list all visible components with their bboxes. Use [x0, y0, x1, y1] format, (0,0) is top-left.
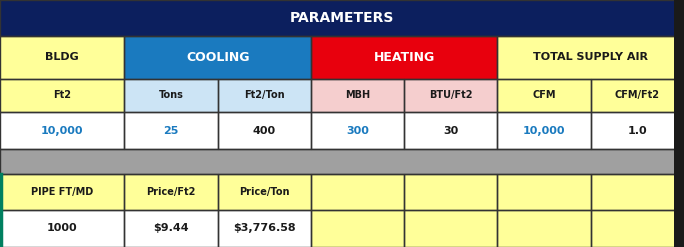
- Bar: [404, 174, 497, 210]
- Bar: [311, 210, 404, 247]
- Bar: [404, 79, 497, 112]
- Text: PIPE FT/MD: PIPE FT/MD: [31, 187, 93, 197]
- Bar: [591, 174, 684, 210]
- Bar: [0, 210, 124, 247]
- Text: 300: 300: [346, 126, 369, 136]
- Bar: [124, 79, 218, 112]
- Text: CFM: CFM: [532, 90, 556, 101]
- Bar: [591, 174, 684, 210]
- Text: CFM/Ft2: CFM/Ft2: [615, 90, 660, 101]
- Bar: [311, 79, 404, 112]
- Bar: [497, 112, 591, 149]
- Bar: [124, 210, 218, 247]
- Text: 1000: 1000: [47, 224, 77, 233]
- Bar: [0, 36, 124, 79]
- Bar: [0, 149, 684, 174]
- Bar: [591, 79, 684, 112]
- Bar: [0, 112, 124, 149]
- Bar: [124, 210, 218, 247]
- Bar: [0, 36, 124, 79]
- Text: MBH: MBH: [345, 90, 370, 101]
- Bar: [0, 0, 684, 36]
- Bar: [124, 79, 218, 112]
- Text: Price/Ton: Price/Ton: [239, 187, 289, 197]
- Text: TOTAL SUPPLY AIR: TOTAL SUPPLY AIR: [534, 52, 648, 62]
- Bar: [404, 210, 497, 247]
- Bar: [404, 112, 497, 149]
- Bar: [497, 112, 591, 149]
- Bar: [124, 36, 311, 79]
- Text: Price/Ft2: Price/Ft2: [146, 187, 196, 197]
- Bar: [311, 36, 497, 79]
- Text: 10,000: 10,000: [523, 126, 566, 136]
- Text: 400: 400: [252, 126, 276, 136]
- Bar: [497, 79, 591, 112]
- Bar: [311, 210, 404, 247]
- Bar: [591, 210, 684, 247]
- Text: BTU/Ft2: BTU/Ft2: [429, 90, 473, 101]
- Bar: [497, 36, 684, 79]
- Bar: [674, 0, 684, 247]
- Bar: [218, 174, 311, 210]
- Bar: [497, 79, 591, 112]
- Bar: [124, 36, 311, 79]
- Bar: [591, 112, 684, 149]
- Text: 25: 25: [163, 126, 179, 136]
- Text: HEATING: HEATING: [373, 51, 435, 64]
- Bar: [497, 210, 591, 247]
- Bar: [497, 210, 591, 247]
- Bar: [311, 112, 404, 149]
- Bar: [591, 210, 684, 247]
- Bar: [591, 79, 684, 112]
- Bar: [218, 79, 311, 112]
- Bar: [591, 112, 684, 149]
- Bar: [0, 210, 124, 247]
- Text: $3,776.58: $3,776.58: [233, 224, 295, 233]
- Bar: [311, 174, 404, 210]
- Text: PARAMETERS: PARAMETERS: [290, 11, 394, 25]
- Bar: [218, 174, 311, 210]
- Bar: [218, 79, 311, 112]
- Bar: [311, 174, 404, 210]
- Bar: [497, 36, 684, 79]
- Text: Tons: Tons: [159, 90, 183, 101]
- Bar: [0, 79, 124, 112]
- Bar: [218, 112, 311, 149]
- Bar: [218, 112, 311, 149]
- Bar: [404, 79, 497, 112]
- Bar: [311, 79, 404, 112]
- Bar: [0, 0, 684, 36]
- Bar: [0, 149, 684, 174]
- Bar: [124, 174, 218, 210]
- Bar: [404, 174, 497, 210]
- Text: 1.0: 1.0: [627, 126, 647, 136]
- Bar: [311, 36, 497, 79]
- Text: $9.44: $9.44: [153, 224, 189, 233]
- Text: Ft2/Ton: Ft2/Ton: [244, 90, 285, 101]
- Bar: [0, 174, 124, 210]
- Bar: [218, 210, 311, 247]
- Bar: [497, 174, 591, 210]
- Bar: [124, 112, 218, 149]
- Bar: [0, 112, 124, 149]
- Text: COOLING: COOLING: [186, 51, 250, 64]
- Bar: [404, 112, 497, 149]
- Text: Ft2: Ft2: [53, 90, 71, 101]
- Bar: [404, 210, 497, 247]
- Bar: [124, 174, 218, 210]
- Bar: [0, 79, 124, 112]
- Bar: [497, 174, 591, 210]
- Text: 30: 30: [443, 126, 458, 136]
- Bar: [218, 210, 311, 247]
- Text: BLDG: BLDG: [45, 52, 79, 62]
- Bar: [0, 174, 124, 210]
- Text: 10,000: 10,000: [41, 126, 83, 136]
- Bar: [311, 112, 404, 149]
- Bar: [124, 112, 218, 149]
